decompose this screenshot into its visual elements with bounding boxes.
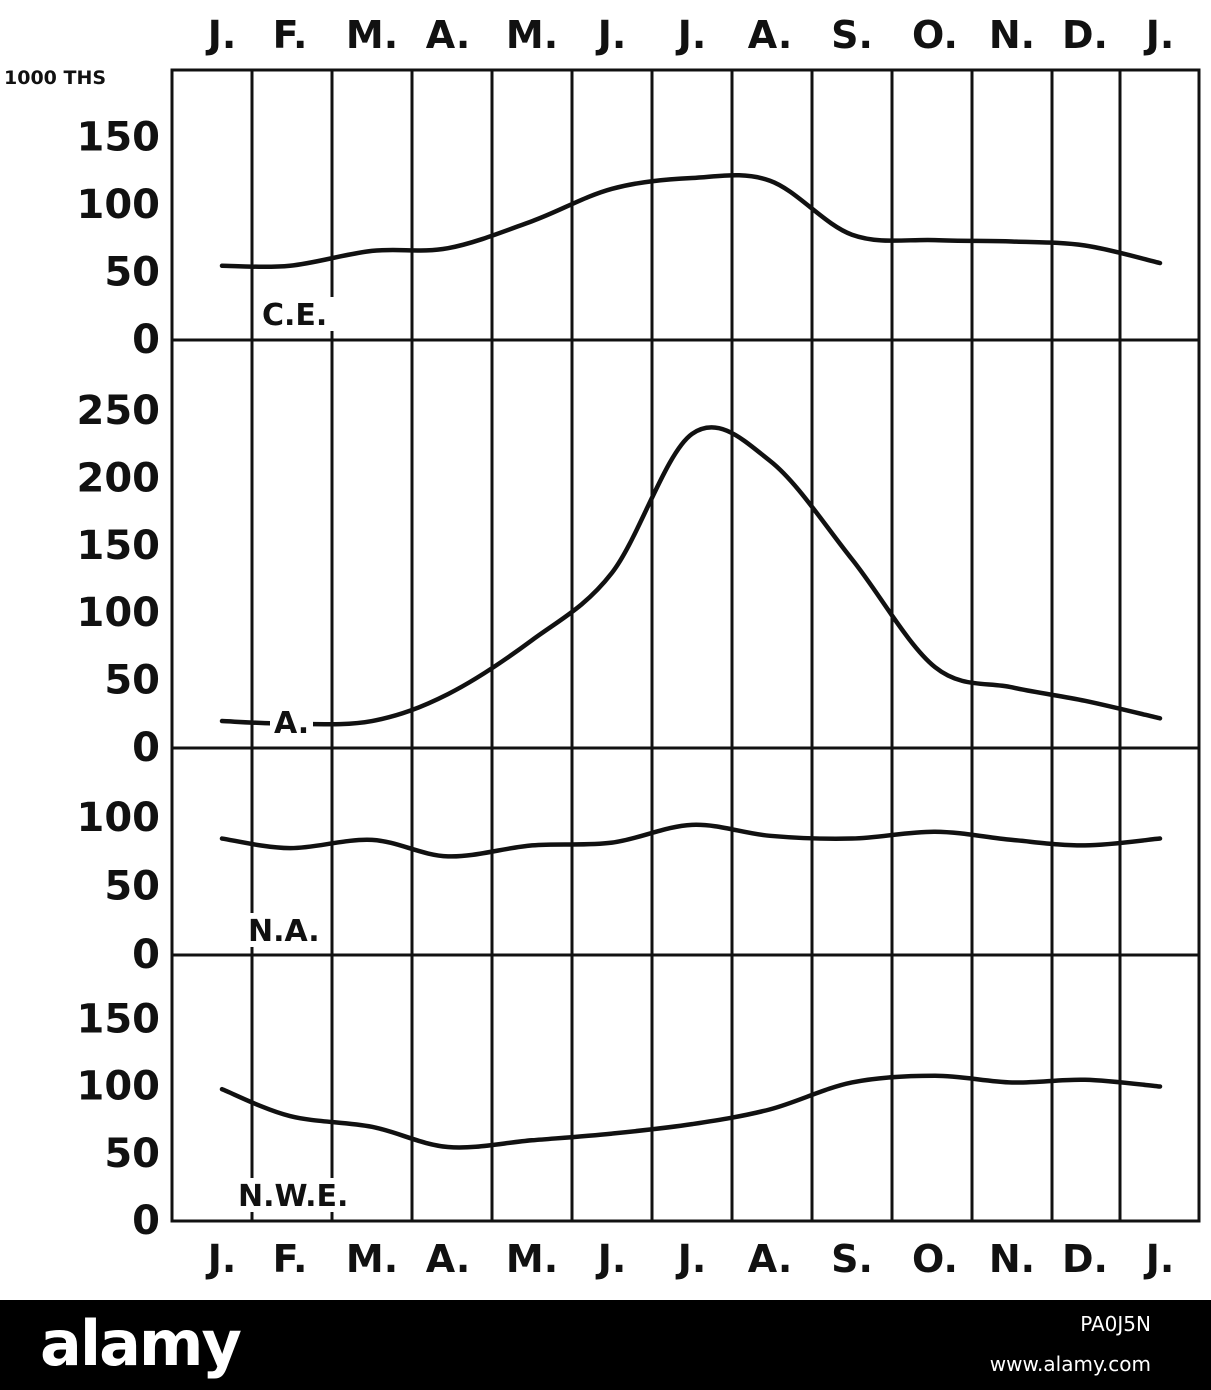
series-line-nwe [219, 1073, 1163, 1150]
site-url: www.alamy.com [989, 1352, 1151, 1376]
y-tick-label: 50 [104, 250, 160, 296]
y-tick-label: 100 [77, 1064, 161, 1110]
panel-label-bg [270, 705, 313, 739]
month-label-bottom: M. [346, 1237, 398, 1281]
y-tick-label: 150 [77, 115, 161, 161]
y-tick-label: 200 [77, 455, 161, 501]
y-tick-label: 0 [132, 1198, 160, 1244]
month-label-bottom: A. [748, 1237, 793, 1281]
y-tick-label: 150 [77, 523, 161, 569]
chart-container: J. J. F. F. M. M. A. A. M. M. J. J. J. J. A. A. S. S. O. O.… [4, 13, 1201, 1281]
panel-label-bg [234, 1178, 343, 1212]
y-tick-label: 100 [77, 590, 161, 636]
month-label-top: J. [205, 13, 237, 57]
y-tick-label: 0 [132, 932, 160, 978]
y-tick-label: 50 [104, 1131, 160, 1177]
panel-label: N.W.E. [238, 1179, 348, 1214]
month-label-top: A. [426, 13, 471, 57]
y-tick-label: 0 [132, 317, 160, 363]
month-label-bottom: J. [675, 1237, 707, 1281]
panel-label: N.A. [248, 914, 320, 949]
month-label-bottom: J. [1143, 1237, 1175, 1281]
month-label-top: M. [346, 13, 398, 57]
month-label-top: F. [273, 13, 308, 57]
month-label-top: J. [595, 13, 627, 57]
series-line-na [219, 822, 1163, 859]
month-label-top: O. [912, 13, 958, 57]
panel-label: C.E. [262, 298, 327, 333]
y-tick-label: 50 [104, 864, 160, 910]
month-label-top: M. [506, 13, 558, 57]
y-tick-label: 100 [77, 182, 161, 228]
month-label-bottom: J. [205, 1237, 237, 1281]
image-id: PA0J5N [1080, 1312, 1151, 1336]
watermark-footer: alamy PA0J5N www.alamy.com [0, 1300, 1211, 1390]
month-label-bottom: M. [506, 1237, 558, 1281]
unit-label: 1000 THS [4, 67, 106, 89]
month-label-bottom: N. [989, 1237, 1035, 1281]
month-label-bottom: D. [1062, 1237, 1108, 1281]
month-label-bottom: F. [273, 1237, 308, 1281]
series-line-a [219, 425, 1163, 727]
y-tick-label: 250 [77, 388, 161, 434]
y-tick-label: 150 [77, 996, 161, 1042]
series-line-ce [219, 172, 1163, 270]
month-label-top: J. [675, 13, 707, 57]
y-tick-label: 100 [77, 795, 161, 841]
y-tick-label: 50 [104, 658, 160, 704]
month-label-top: N. [989, 13, 1035, 57]
seasonal-line-chart: J. J. F. F. M. M. A. A. M. M. J. J. J. J. A. A. S. S. O. O.… [4, 13, 1201, 1281]
month-label-bottom: O. [912, 1237, 958, 1281]
month-label-top: J. [1143, 13, 1175, 57]
month-label-bottom: A. [426, 1237, 471, 1281]
panel-label-bg [258, 297, 334, 331]
month-label-top: A. [748, 13, 793, 57]
month-label-top: D. [1062, 13, 1108, 57]
alamy-logo: alamy [40, 1307, 242, 1380]
y-tick-label: 0 [132, 725, 160, 771]
month-label-bottom: S. [831, 1237, 873, 1281]
month-label-top: S. [831, 13, 873, 57]
panel-label: A. [274, 706, 309, 741]
month-label-bottom: J. [595, 1237, 627, 1281]
panel-label-bg [244, 913, 320, 947]
